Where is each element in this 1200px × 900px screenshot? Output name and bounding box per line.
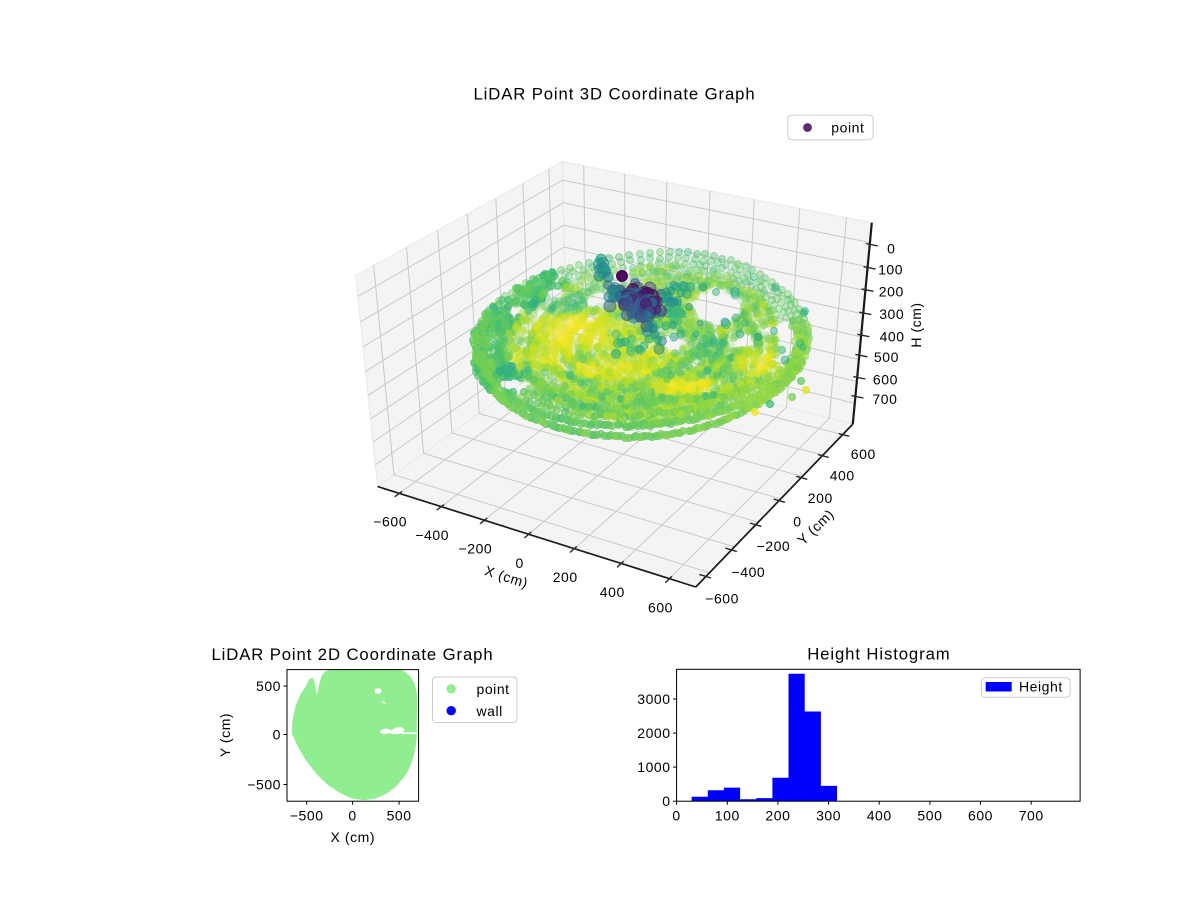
svg-text:Height Histogram: Height Histogram xyxy=(807,645,950,664)
svg-text:point: point xyxy=(477,681,510,697)
svg-text:400: 400 xyxy=(830,468,855,484)
svg-text:−200: −200 xyxy=(757,538,791,554)
svg-text:2000: 2000 xyxy=(637,725,670,741)
svg-text:3000: 3000 xyxy=(637,691,670,707)
svg-text:0: 0 xyxy=(516,555,524,571)
svg-text:200: 200 xyxy=(765,808,790,824)
svg-text:400: 400 xyxy=(867,808,892,824)
svg-text:LiDAR Point 3D Coordinate Grap: LiDAR Point 3D Coordinate Graph xyxy=(473,85,755,104)
svg-text:−200: −200 xyxy=(459,541,493,557)
svg-text:−400: −400 xyxy=(415,527,449,543)
svg-text:700: 700 xyxy=(872,391,897,407)
svg-text:−600: −600 xyxy=(705,591,739,607)
svg-text:200: 200 xyxy=(808,490,833,506)
svg-text:500: 500 xyxy=(874,349,899,365)
svg-text:200: 200 xyxy=(553,569,578,585)
svg-text:X (cm): X (cm) xyxy=(331,829,376,845)
svg-text:500: 500 xyxy=(256,678,281,694)
svg-text:300: 300 xyxy=(879,306,904,322)
svg-text:0: 0 xyxy=(662,793,670,809)
svg-text:600: 600 xyxy=(851,446,876,462)
svg-text:Y (cm): Y (cm) xyxy=(217,713,233,757)
svg-text:0: 0 xyxy=(672,808,680,824)
svg-text:LiDAR Point 2D Coordinate Grap: LiDAR Point 2D Coordinate Graph xyxy=(211,645,493,664)
svg-text:0: 0 xyxy=(348,808,356,824)
svg-text:600: 600 xyxy=(873,371,898,387)
svg-text:−400: −400 xyxy=(732,564,766,580)
svg-text:600: 600 xyxy=(648,599,673,615)
svg-text:500: 500 xyxy=(917,808,942,824)
svg-text:−500: −500 xyxy=(247,777,281,793)
svg-text:200: 200 xyxy=(879,284,904,300)
svg-text:400: 400 xyxy=(880,328,905,344)
svg-text:300: 300 xyxy=(816,808,841,824)
svg-text:100: 100 xyxy=(878,262,903,278)
svg-text:H (cm): H (cm) xyxy=(908,302,924,347)
svg-text:400: 400 xyxy=(600,584,625,600)
svg-text:500: 500 xyxy=(387,808,412,824)
svg-text:600: 600 xyxy=(968,808,993,824)
svg-text:0: 0 xyxy=(793,514,801,530)
svg-text:−600: −600 xyxy=(373,514,407,530)
svg-text:0: 0 xyxy=(273,727,281,743)
svg-text:wall: wall xyxy=(476,703,503,719)
svg-text:700: 700 xyxy=(1019,808,1044,824)
svg-text:Height: Height xyxy=(1019,679,1063,695)
svg-text:1000: 1000 xyxy=(637,759,670,775)
svg-text:0: 0 xyxy=(887,241,895,257)
svg-text:−500: −500 xyxy=(290,808,324,824)
svg-text:100: 100 xyxy=(715,808,740,824)
svg-text:point: point xyxy=(831,120,864,136)
